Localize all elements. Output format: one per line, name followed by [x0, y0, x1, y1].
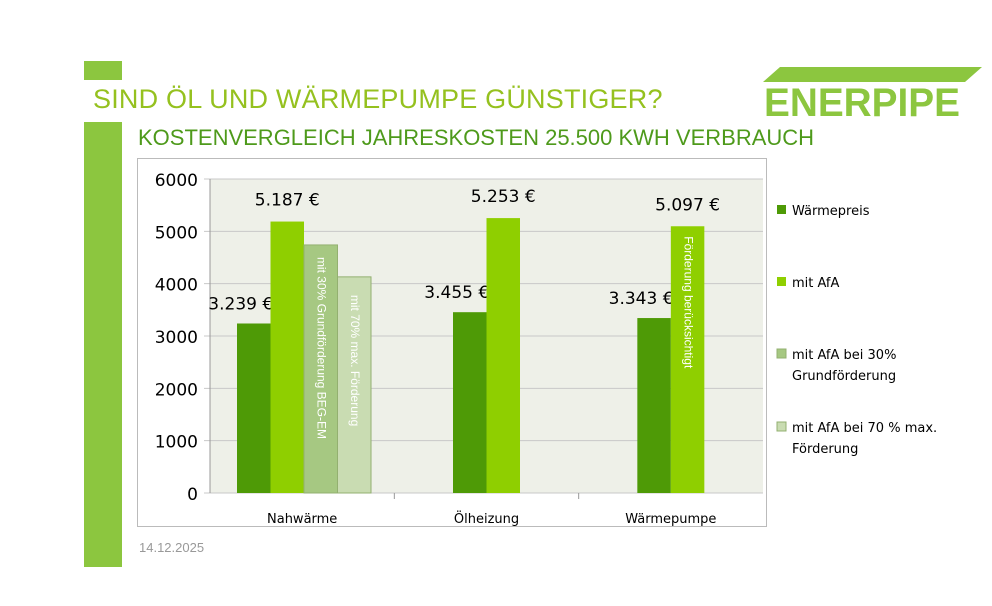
bar-1-0 — [270, 221, 304, 493]
y-tick-label: 6000 — [155, 171, 198, 191]
y-tick-label: 2000 — [155, 380, 198, 400]
bar-0-2 — [637, 318, 671, 493]
legend-label: Grundförderung — [792, 369, 896, 384]
legend-label: mit AfA bei 30% — [792, 348, 896, 363]
legend-swatch — [777, 277, 786, 286]
legend-label: Wärmepreis — [792, 204, 870, 219]
data-label: 5.097 € — [655, 195, 720, 215]
y-tick-label: 4000 — [155, 276, 198, 296]
bar-3-0 — [337, 276, 372, 494]
legend-swatch — [776, 421, 787, 432]
accent-bar-left — [84, 122, 122, 567]
legend-label: Förderung — [792, 442, 858, 457]
bar-1-2 — [670, 226, 705, 493]
bar-1-1 — [486, 218, 520, 493]
svg-text:ENERPIPE: ENERPIPE — [764, 81, 960, 120]
bar-annotation: Förderung berücksichtigt — [681, 236, 695, 369]
x-tick-label: Ölheizung — [454, 510, 519, 527]
data-label: 5.187 € — [255, 191, 320, 211]
x-tick-label: Wärmepumpe — [625, 512, 716, 527]
page-subtitle: KOSTENVERGLEICH JAHRESKOSTEN 25.500 KWH … — [138, 125, 815, 150]
enerpipe-logo: ENERPIPE — [763, 67, 982, 120]
slide-date: 14.12.2025 — [139, 540, 205, 555]
y-tick-label: 1000 — [155, 433, 198, 453]
bar-0-1 — [453, 312, 487, 493]
y-tick-label: 3000 — [155, 328, 198, 348]
y-tick-label: 5000 — [155, 223, 198, 243]
data-label: 3.455 € — [424, 283, 489, 303]
accent-block-top — [84, 61, 122, 80]
bar-annotation: mit 70% max. Förderung — [348, 295, 362, 426]
legend-swatch — [776, 348, 787, 359]
data-label: 3.239 € — [208, 294, 273, 314]
bar-0-0 — [237, 323, 271, 493]
y-tick-label: 0 — [187, 485, 198, 505]
x-tick-label: Nahwärme — [267, 512, 337, 527]
bar-2-0 — [303, 244, 338, 494]
bar-annotation: mit 30% Grundförderung BEG-EM — [315, 257, 329, 439]
legend-swatch — [777, 205, 786, 214]
data-label: 3.343 € — [609, 289, 674, 309]
legend-label: mit AfA — [792, 276, 840, 291]
data-label: 5.253 € — [471, 187, 536, 207]
legend-label: mit AfA bei 70 % max. — [792, 421, 937, 436]
page-title: SIND ÖL UND WÄRMEPUMPE GÜNSTIGER? — [93, 84, 663, 114]
